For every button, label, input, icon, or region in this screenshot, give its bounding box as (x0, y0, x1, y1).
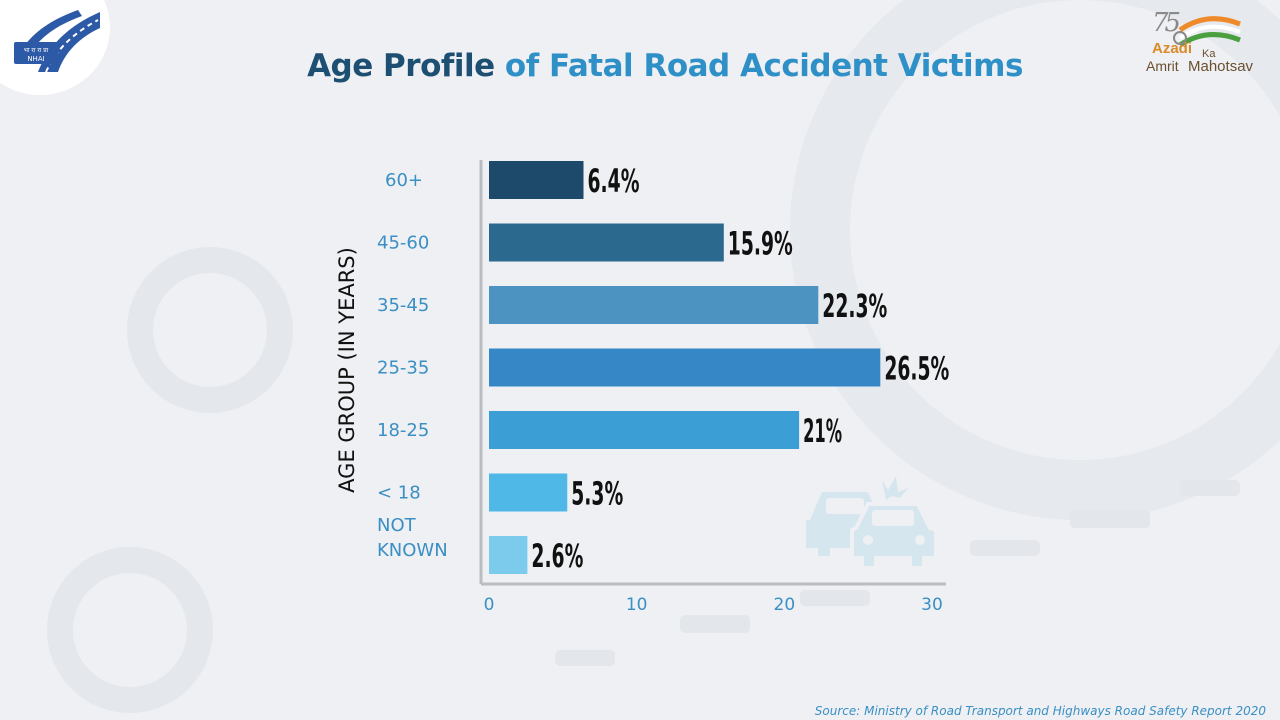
data-label-6: 2.6% (531, 537, 583, 575)
chart-category-labels: 60+ 45-60 35-45 25-35 18-25 < 18 NOT KNOWN (377, 170, 448, 561)
data-label-4: 21% (803, 412, 842, 450)
nhai-logo: भा रा रा प्रा NHAI (14, 10, 100, 73)
x-tick-label-2: 20 (774, 595, 796, 615)
logo-english-text: NHAI (27, 55, 44, 63)
data-label-1: 15.9% (728, 225, 793, 263)
flag-swoosh-icon (1173, 16, 1241, 48)
azadi-ka-amrit-mahotsav-logo: 75 Azadi Ka Amrit Mahotsav (1140, 8, 1270, 78)
category-label-3: 25-35 (377, 358, 429, 379)
bar-1 (489, 223, 724, 262)
x-tick-label-3: 30 (921, 595, 943, 615)
source-note: Source: Ministry of Road Transport and H… (814, 704, 1266, 718)
chart-data-labels: 6.4% 15.9% 22.3% 26.5% 21% 5.3% 2.6% (531, 162, 949, 575)
title-part-1: Age Profile (307, 48, 495, 84)
data-label-5: 5.3% (571, 475, 623, 513)
category-label-6: NOT KNOWN (377, 515, 448, 561)
badge-word-azadi: Azadi (1152, 40, 1193, 57)
badge-word-ka: Ka (1202, 48, 1216, 60)
bar-4 (489, 411, 800, 449)
chart-x-tick-labels: 0 10 20 30 (484, 595, 943, 615)
category-label-5: < 18 (377, 483, 421, 504)
badge-number: 75 (1152, 8, 1181, 38)
data-label-3: 26.5% (884, 350, 949, 388)
x-tick-label-1: 10 (626, 595, 648, 615)
bar-3 (489, 348, 881, 387)
car-crash-icon (806, 476, 938, 570)
data-label-2: 22.3% (822, 287, 887, 325)
chart-bars (489, 161, 881, 574)
bar-2 (489, 286, 819, 324)
data-label-0: 6.4% (588, 162, 640, 200)
category-label-1: 45-60 (377, 233, 429, 254)
bar-0 (489, 161, 584, 199)
category-label-2: 35-45 (377, 295, 429, 316)
category-label-4: 18-25 (377, 420, 429, 441)
x-tick-label-0: 0 (484, 595, 495, 615)
badge-word-amrit: Amrit (1146, 58, 1179, 74)
bar-6 (489, 536, 528, 574)
bar-5 (489, 473, 568, 512)
logo-hindi-text: भा रा रा प्रा (24, 47, 49, 54)
title-part-2: of Fatal Road Accident Victims (494, 48, 1024, 84)
category-label-0: 60+ (385, 170, 423, 191)
badge-word-mahotsav: Mahotsav (1188, 58, 1254, 75)
y-axis-title: AGE GROUP (IN YEARS) (335, 247, 359, 493)
page-title: Age Profile of Fatal Road Accident Victi… (0, 48, 1280, 84)
